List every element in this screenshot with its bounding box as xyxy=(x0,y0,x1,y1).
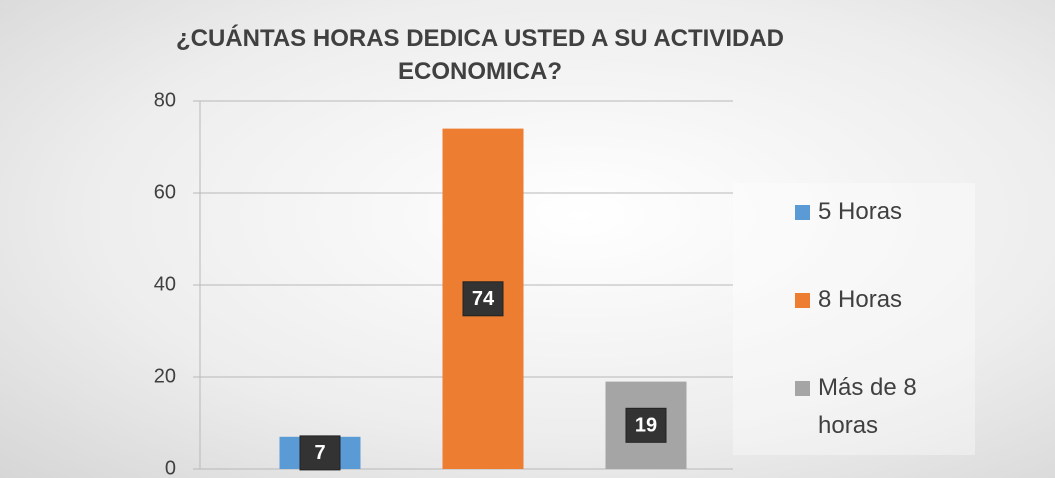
data-label: 74 xyxy=(472,288,495,310)
legend-swatch xyxy=(795,381,810,396)
y-tick-label: 20 xyxy=(154,365,176,387)
y-tick-label: 60 xyxy=(154,181,176,203)
legend-label: 8 Horas xyxy=(818,286,903,313)
legend-swatch xyxy=(795,205,810,220)
data-label: 7 xyxy=(314,442,325,464)
legend-item: 8 Horas xyxy=(795,281,958,319)
legend-swatch xyxy=(795,293,810,308)
legend-item: 5 Horas xyxy=(795,193,958,231)
legend-item: Más de 8 horas xyxy=(795,369,958,445)
legend-label: 5 Horas xyxy=(818,198,903,225)
data-label-box xyxy=(299,435,341,471)
data-label-box xyxy=(625,407,667,443)
legend: 5 Horas 8 Horas Más de 8 horas xyxy=(733,183,975,455)
legend-label: Más de 8 horas xyxy=(818,374,917,439)
chart-title: ¿CUÁNTAS HORAS DEDICA USTED A SU ACTIVID… xyxy=(175,25,784,85)
data-label: 19 xyxy=(635,415,657,437)
y-tick-label: 0 xyxy=(165,457,176,478)
data-label-box xyxy=(462,281,504,317)
y-tick-label: 80 xyxy=(154,89,176,111)
y-tick-label: 40 xyxy=(154,273,176,295)
